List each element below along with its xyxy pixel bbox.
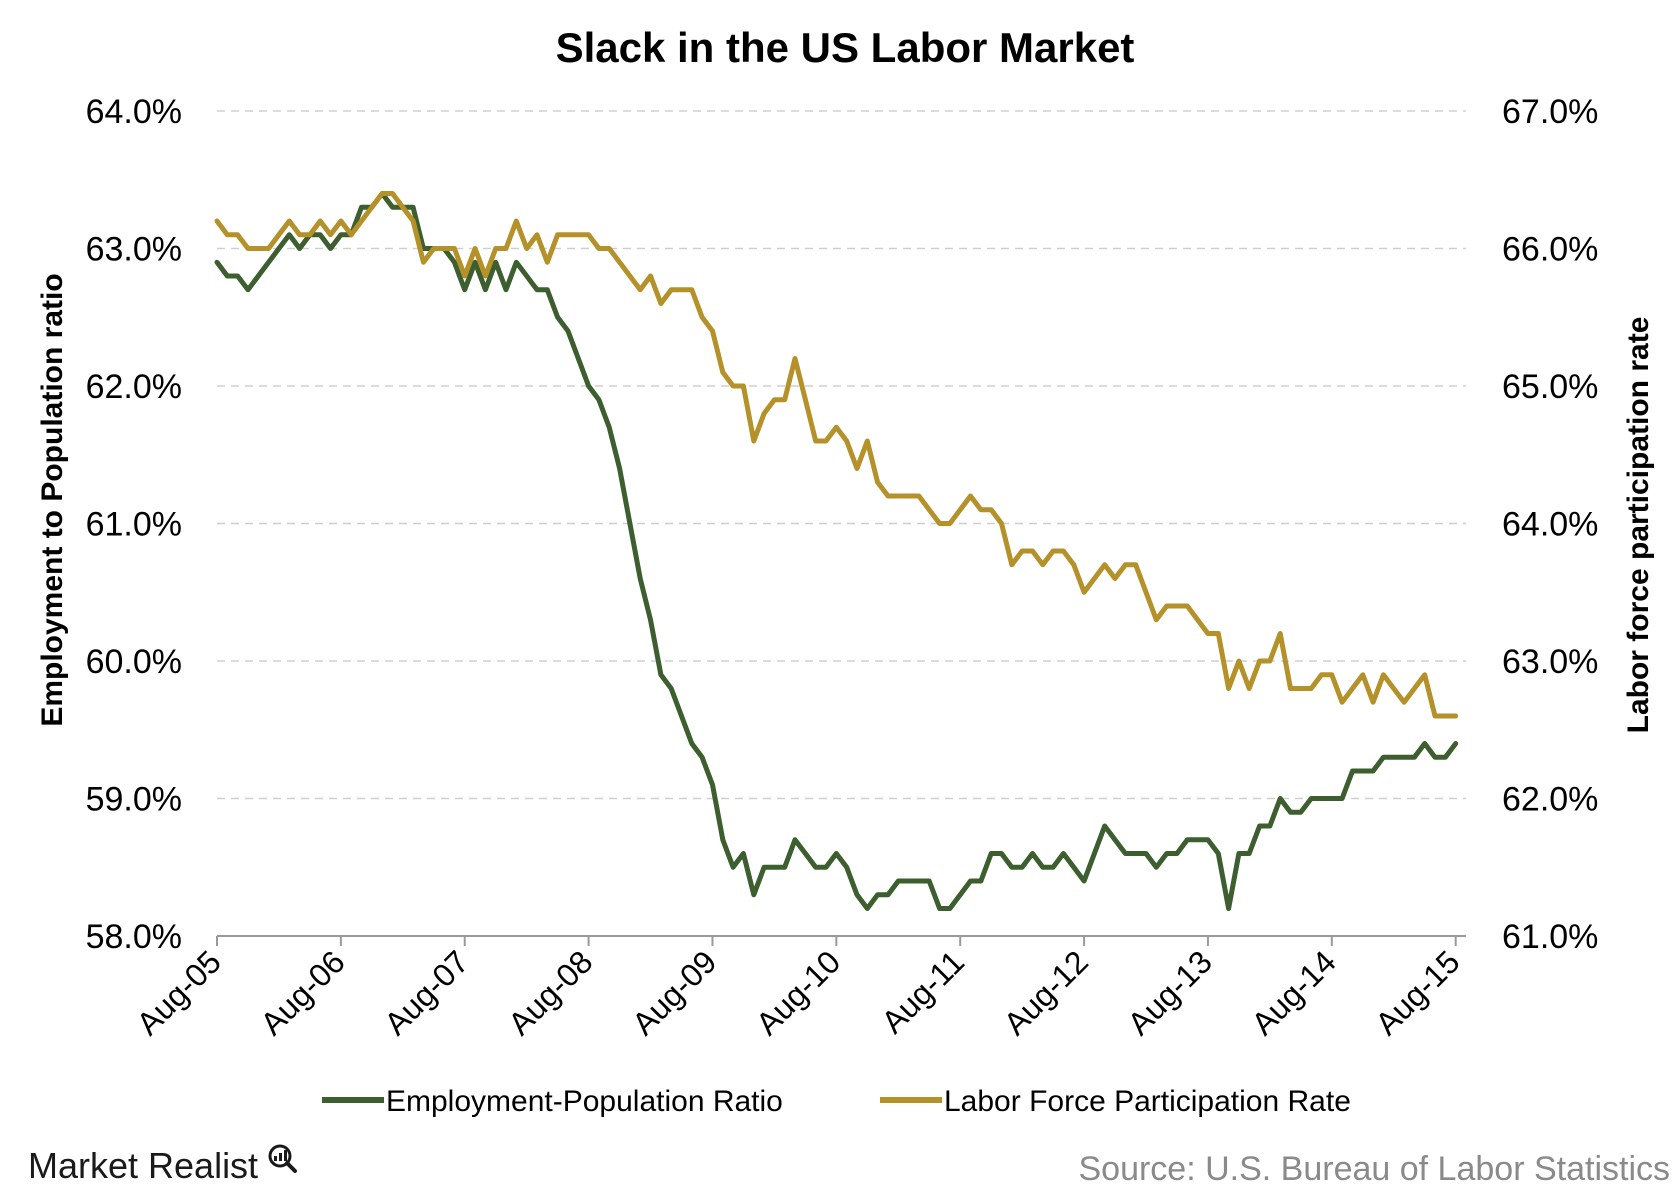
y-tick-label-left: 58.0% [86,918,182,956]
x-tick-label: Aug-05 [130,943,228,1041]
x-tick-label: Aug-11 [874,943,971,1040]
y-tick-label-right: 63.0% [1502,643,1598,681]
y-tick-label-right: 62.0% [1502,781,1598,819]
x-tick-label: Aug-14 [1244,943,1342,1041]
x-tick-label: Aug-09 [625,943,723,1041]
y-tick-label-left: 61.0% [86,506,182,544]
x-tick-label: Aug-07 [377,943,475,1041]
x-tick-label: Aug-10 [749,943,847,1041]
y-tick-label-left: 59.0% [86,781,182,819]
y-axis-title-left: Employment to Population ratio [36,273,69,726]
y-tick-label-left: 60.0% [86,643,182,681]
source-note: Source: U.S. Bureau of Labor Statistics [1078,1150,1670,1188]
y-axis-title-right: Labor force participation rate [1622,317,1655,734]
plot-area [214,191,1459,911]
x-tick-label: Aug-08 [501,943,599,1041]
x-tick-label: Aug-06 [253,943,351,1041]
x-tick-label: Aug-12 [997,943,1095,1041]
y-tick-label-left: 63.0% [86,231,182,269]
chart-title: Slack in the US Labor Market [556,24,1135,71]
y-tick-label-right: 61.0% [1502,918,1598,956]
legend-label-employment: Employment-Population Ratio [386,1085,783,1118]
legend: Employment-Population Ratio Labor Force … [322,1085,1351,1118]
axes [216,935,1466,946]
y-tick-label-right: 64.0% [1502,506,1598,544]
brand-logo: Market Realist [28,1144,297,1186]
x-tick-label: Aug-15 [1368,943,1466,1041]
gridlines [217,110,1466,800]
legend-label-participation: Labor Force Participation Rate [944,1085,1351,1118]
y-tick-label-left: 64.0% [86,93,182,131]
y-tick-label-right: 65.0% [1502,368,1598,406]
y-tick-label-right: 66.0% [1502,231,1598,269]
series-line-labor-force-participation-rate [214,191,1459,719]
brand-name: Market Realist [28,1145,258,1186]
y-tick-label-right: 67.0% [1502,93,1598,131]
series-line-employment-population-ratio [214,191,1459,911]
x-tick-label: Aug-13 [1120,943,1218,1041]
magnifier-chart-icon [268,1144,297,1173]
y-tick-label-left: 62.0% [86,368,182,406]
